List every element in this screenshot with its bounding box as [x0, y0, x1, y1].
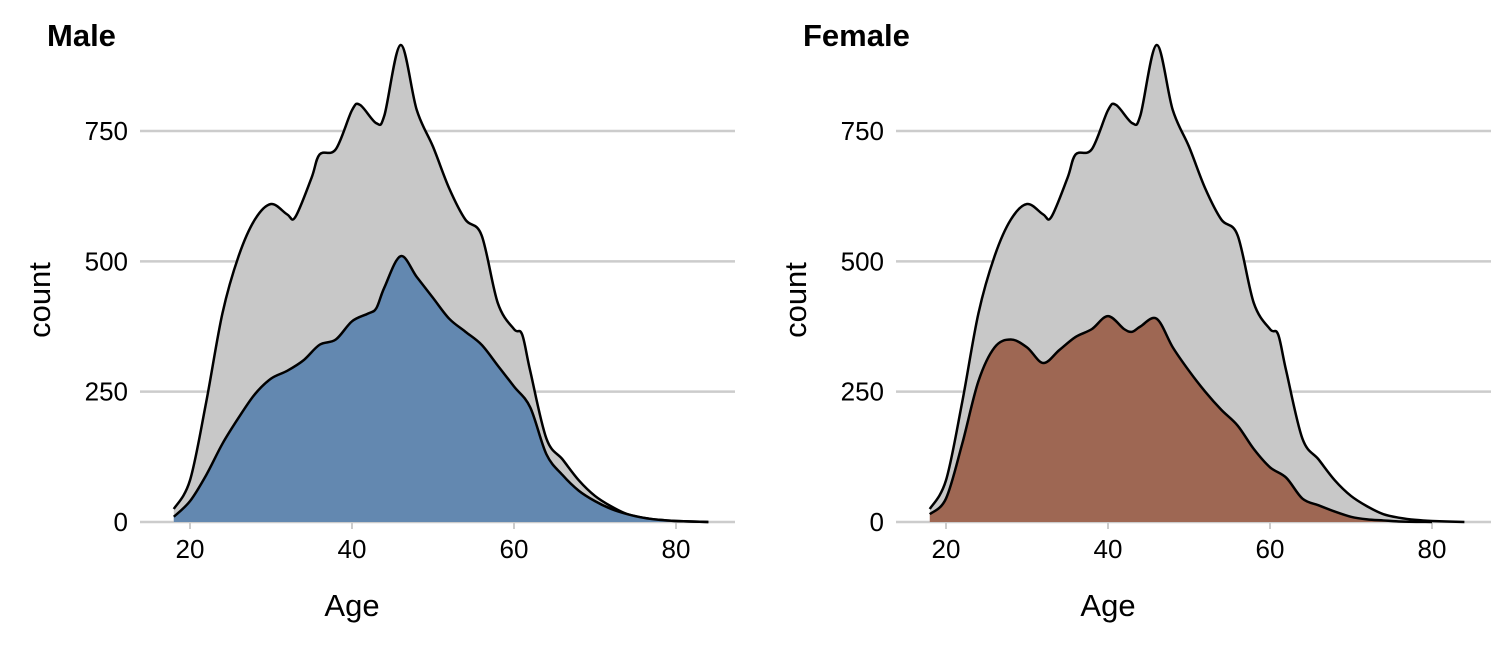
y-tick-label: 750 [841, 116, 884, 146]
y-axis-title: count [778, 262, 813, 338]
y-tick-label: 500 [85, 246, 128, 276]
density-line-male [172, 254, 709, 524]
x-tick-label: 80 [1418, 534, 1447, 564]
x-tick-label: 80 [662, 534, 691, 564]
x-tick-label: 40 [1094, 534, 1123, 564]
density-area-female [929, 316, 1432, 522]
panel-title: Male [47, 18, 116, 53]
density-line-total [928, 43, 1465, 524]
x-tick-label: 20 [932, 534, 961, 564]
y-tick-label: 0 [870, 507, 884, 537]
y-axis-title: count [22, 262, 57, 338]
y-tick-label: 500 [841, 246, 884, 276]
panel-female: 0 250 500 750 20 40 60 80 Female Age count [778, 18, 1491, 623]
y-tick-label: 0 [114, 507, 128, 537]
y-tick-label: 250 [85, 377, 128, 407]
x-tick-label: 40 [338, 534, 367, 564]
y-tick-label: 750 [85, 116, 128, 146]
y-tick-label: 250 [841, 377, 884, 407]
panel-male: 0 250 500 750 20 40 60 80 Male Age count [22, 18, 735, 623]
x-tick-label: 60 [500, 534, 529, 564]
density-line-total [172, 43, 709, 524]
x-axis-title: Age [324, 588, 379, 623]
density-line-female [928, 314, 1433, 524]
density-area-male [173, 256, 709, 522]
x-axis-title: Age [1080, 588, 1135, 623]
panel-title: Female [803, 18, 910, 53]
x-tick-label: 60 [1256, 534, 1285, 564]
x-tick-label: 20 [176, 534, 205, 564]
